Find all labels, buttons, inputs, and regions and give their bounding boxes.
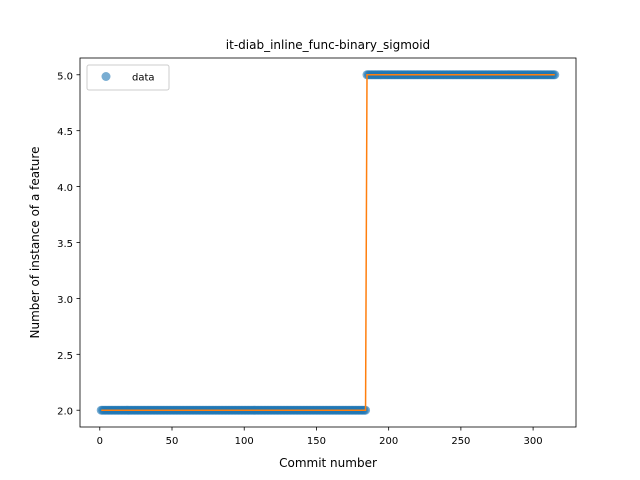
fit-line-group — [101, 74, 555, 411]
y-axis-label: Number of instance of a feature — [28, 147, 42, 339]
y-tick-label: 3.0 — [57, 295, 73, 306]
chart-title: it-diab_inline_func-binary_sigmoid — [226, 38, 430, 52]
x-tick-label: 300 — [524, 436, 543, 447]
legend-label: data — [132, 73, 155, 84]
x-tick-label: 150 — [307, 436, 326, 447]
legend-box — [86, 64, 170, 91]
x-axis-ticks: 0 50 100 150 200 250 300 — [97, 427, 543, 447]
x-tick-label: 200 — [379, 436, 398, 447]
y-tick-label: 2.0 — [57, 407, 73, 418]
fit-line — [101, 74, 555, 411]
x-tick-label: 50 — [166, 436, 179, 447]
y-tick-label: 4.0 — [57, 183, 73, 194]
y-axis-ticks: 2.0 2.5 3.0 3.5 4.0 4.5 5.0 — [57, 71, 80, 418]
x-tick-label: 0 — [97, 436, 103, 447]
y-tick-label: 3.5 — [57, 239, 73, 250]
y-tick-label: 5.0 — [57, 71, 73, 82]
plot-area — [80, 58, 576, 427]
x-tick-label: 100 — [235, 436, 254, 447]
y-tick-label: 2.5 — [57, 351, 73, 362]
y-tick-label: 4.5 — [57, 127, 73, 138]
legend: data — [86, 64, 170, 91]
legend-marker — [101, 72, 111, 81]
x-tick-label: 250 — [451, 436, 470, 447]
x-axis-label: Commit number — [279, 456, 377, 470]
